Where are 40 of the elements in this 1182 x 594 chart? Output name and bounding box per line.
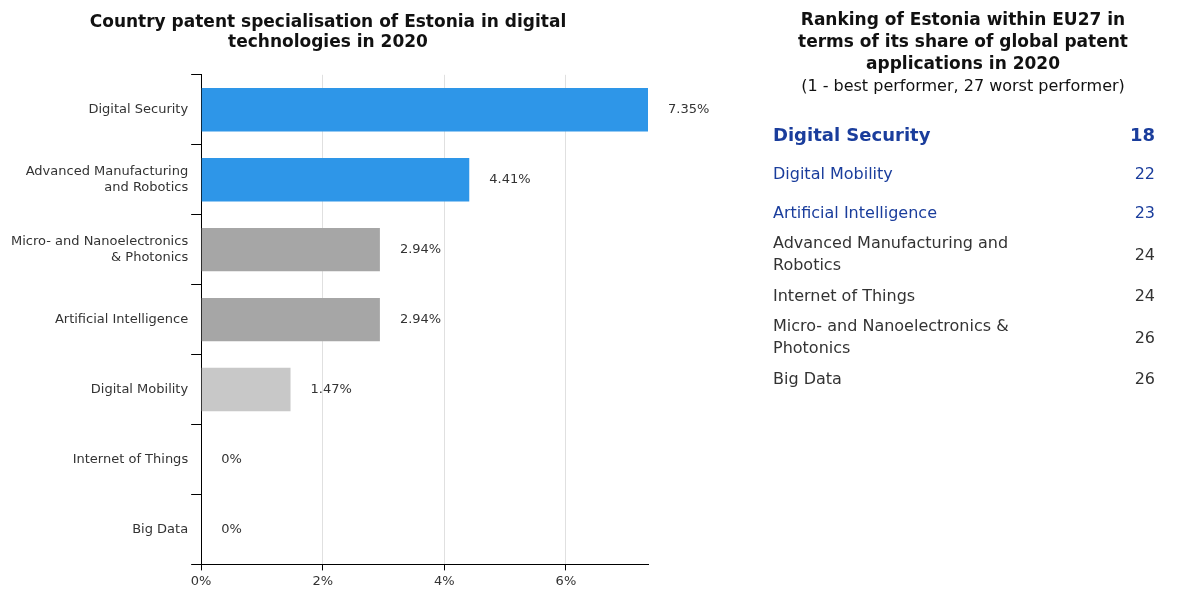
x-tick-label: 4% (434, 572, 455, 588)
text: 18 (1129, 124, 1155, 145)
text: 22 (1134, 164, 1155, 183)
data-label: 2.94% (399, 241, 442, 257)
text: 23 (1134, 203, 1155, 222)
bar (201, 367, 291, 412)
y-tick-label: Digital Mobility (90, 380, 189, 396)
y-tick-label: Micro- and Nanoelectronics & Photonics (10, 233, 189, 264)
chart-title: Country patent specialisation of Estonia in digital technologies in 2020 (89, 10, 567, 52)
bar (201, 227, 380, 272)
category-label: Digital Mobility (773, 162, 894, 185)
bar (201, 88, 648, 132)
y-tick-label: Internet of Things (72, 450, 189, 466)
text: 26 (1134, 369, 1155, 388)
category-label: Internet of Things (773, 284, 917, 307)
bar (201, 158, 470, 202)
text: 26 (1134, 327, 1155, 347)
data-label: 7.35% (668, 101, 710, 117)
data-label: 0% (221, 450, 242, 466)
text: (1 - best performer, 27 worst performer) (800, 76, 1126, 95)
category-label: Artificial Intelligence (773, 201, 938, 224)
category-label: Big Data (773, 367, 843, 390)
category-label: Micro- and Nanoelectronics & Photonics (773, 315, 1010, 359)
x-tick-label: 0% (190, 572, 212, 588)
data-label: 0% (221, 520, 242, 536)
category-label: Advanced Manufacturing and Robotics (773, 232, 1010, 276)
text: 24 (1134, 286, 1155, 305)
data-label: 1.47% (310, 380, 352, 396)
y-tick-label: Artificial Intelligence (54, 310, 189, 326)
bar (201, 297, 380, 342)
x-tick-label: 2% (312, 572, 334, 588)
y-tick-label: Digital Security (88, 101, 189, 117)
y-tick-label: Advanced Manufacturing and Robotics (25, 163, 189, 194)
x-tick-label: 6% (555, 572, 577, 588)
y-tick-label: Big Data (132, 520, 189, 536)
text: Ranking of Estonia within EU27 in terms of its share of global patent applications in 2020 (797, 8, 1129, 74)
data-label: 2.94% (399, 310, 442, 326)
text: 24 (1134, 244, 1155, 264)
category-label: Digital Security (773, 123, 932, 146)
data-label: 4.41% (489, 171, 531, 187)
